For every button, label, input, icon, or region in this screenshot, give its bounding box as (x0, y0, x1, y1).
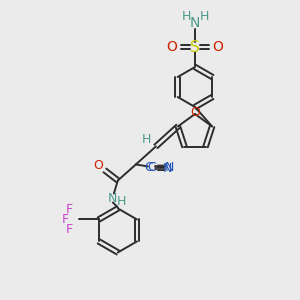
Text: S: S (190, 40, 200, 55)
Text: N: N (163, 162, 172, 175)
Text: O: O (213, 40, 224, 54)
Text: F: F (61, 213, 68, 226)
Text: H: H (181, 11, 191, 23)
Text: C: C (148, 161, 156, 174)
Text: F: F (65, 223, 72, 236)
Text: H: H (142, 133, 152, 146)
Text: O: O (93, 159, 103, 172)
Text: N: N (108, 192, 118, 205)
Text: C: C (145, 161, 153, 174)
Text: H: H (117, 195, 127, 208)
Text: N: N (165, 161, 175, 174)
Text: O: O (167, 40, 177, 54)
Text: F: F (65, 203, 72, 216)
Text: O: O (190, 106, 200, 119)
Text: ≡: ≡ (156, 162, 166, 175)
Text: N: N (190, 16, 200, 30)
Text: H: H (199, 11, 209, 23)
